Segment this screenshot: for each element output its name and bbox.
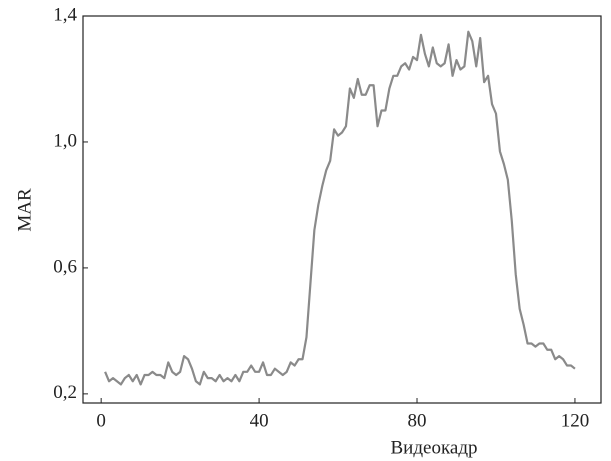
x-tick-label: 40 — [250, 410, 269, 431]
y-tick-label: 0,2 — [53, 382, 77, 403]
y-tick-label: 1,4 — [53, 4, 77, 25]
x-axis-label: Видеокадр — [391, 437, 478, 458]
y-tick-label: 0,6 — [53, 256, 77, 277]
x-tick-label: 120 — [561, 410, 590, 431]
y-tick-label: 1,0 — [53, 130, 77, 151]
x-tick-label: 80 — [408, 410, 427, 431]
x-tick-label: 0 — [96, 410, 106, 431]
plot-frame — [82, 15, 602, 404]
data-line — [104, 30, 576, 386]
y-axis-label: MAR — [14, 188, 35, 232]
